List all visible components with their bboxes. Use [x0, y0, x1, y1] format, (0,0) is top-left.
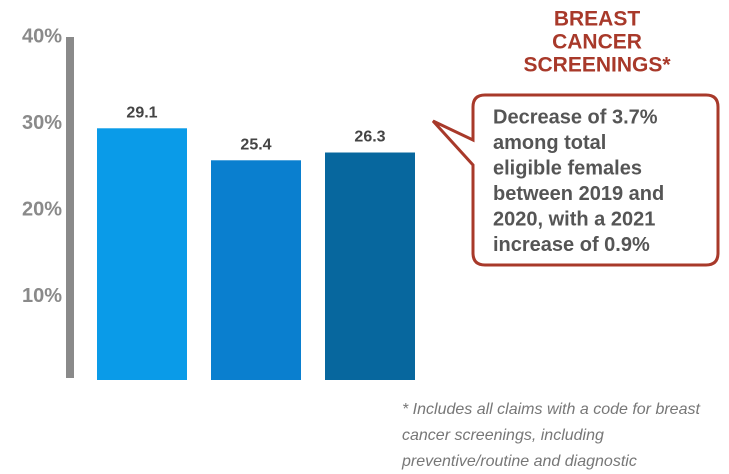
value-label: 25.4	[240, 137, 271, 154]
bar	[211, 160, 301, 380]
callout-text: increase of 0.9%	[493, 234, 650, 256]
chart-title: BREAST	[554, 8, 641, 31]
callout-text: Decrease of 3.7%	[493, 106, 658, 128]
callout-text: between 2019 and	[493, 183, 664, 205]
y-tick-label: 10%	[22, 285, 62, 307]
footnote: cancer screenings, including	[402, 427, 604, 444]
callout-text: eligible females	[493, 157, 642, 179]
value-label: 26.3	[354, 129, 385, 146]
callout-text: 2020, with a 2021	[493, 208, 655, 230]
chart-title: CANCER	[552, 31, 642, 54]
y-tick-label: 20%	[22, 198, 62, 220]
callout-text: among total	[493, 132, 606, 154]
footnote: * Includes all claims with a code for br…	[402, 401, 700, 418]
bar	[325, 152, 415, 380]
y-axis	[66, 37, 74, 378]
callout-box	[431, 93, 720, 267]
y-tick-label: 40%	[22, 25, 62, 47]
bar	[97, 128, 187, 380]
chart-title: SCREENINGS*	[523, 54, 671, 77]
value-label: 29.1	[126, 105, 157, 122]
footnote: preventive/routine and diagnostic	[401, 453, 637, 470]
y-tick-label: 30%	[22, 112, 62, 134]
